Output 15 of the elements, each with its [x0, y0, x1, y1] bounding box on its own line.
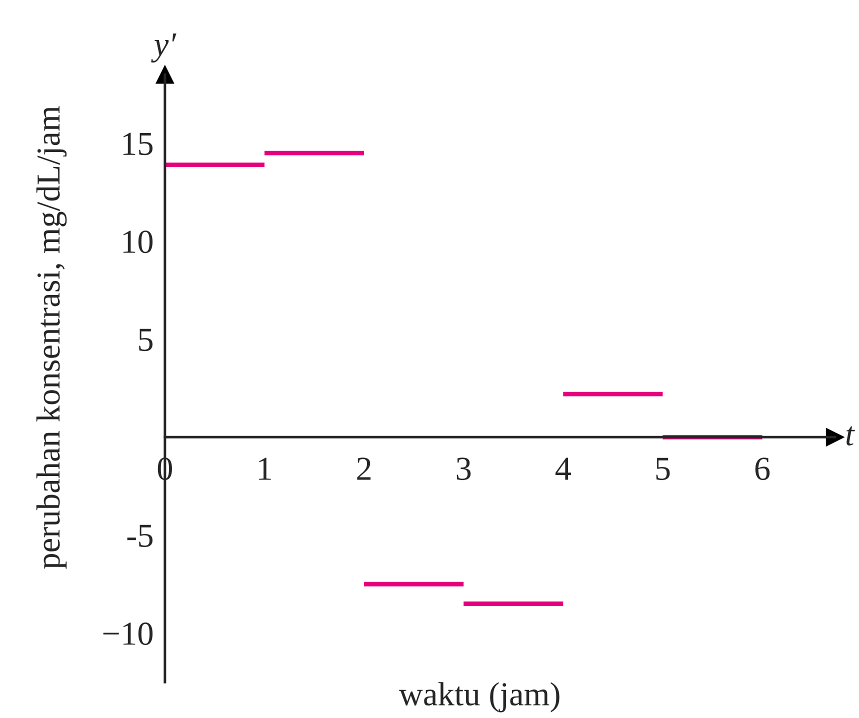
text: t: [846, 426, 855, 446]
x-tick-label: 3: [456, 458, 471, 480]
x-tick-label: 2: [357, 458, 371, 480]
text: y′: [151, 34, 176, 63]
y-tick-label: −10: [103, 622, 153, 646]
y-tick-label: 15: [123, 132, 153, 156]
y-axis-title: perubahan konsentrasi, mg/dL/jam: [36, 106, 67, 569]
x-tick-label: 5: [656, 458, 670, 480]
x-tick-label: 4: [555, 458, 571, 480]
x-tick-label: 1: [259, 458, 271, 480]
y-tick-label: 10: [123, 230, 153, 254]
x-axis-title: waktu (jam): [398, 682, 560, 712]
y-tick-label: 5: [139, 328, 153, 352]
x-tick-label: 6: [755, 458, 770, 480]
y-tick-label: -5: [127, 524, 153, 548]
